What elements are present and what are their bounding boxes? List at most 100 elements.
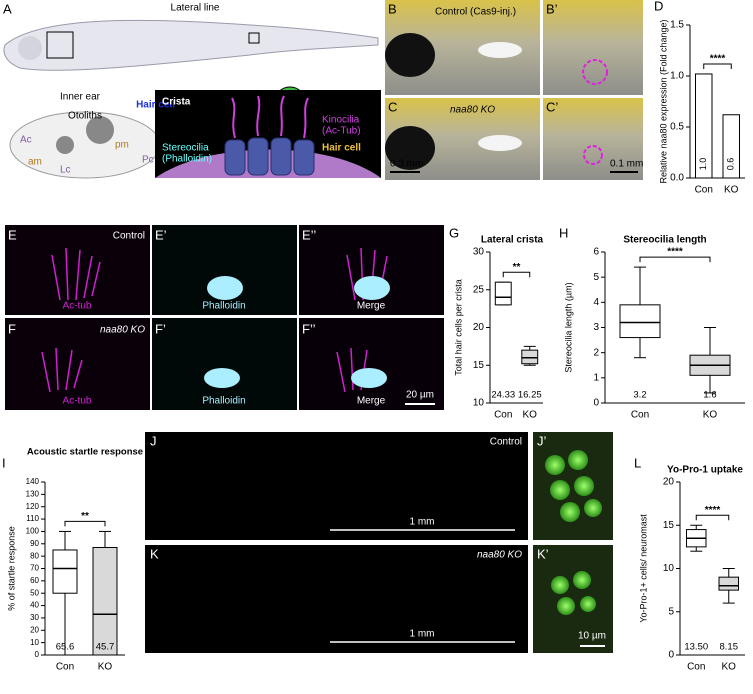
micrograph — [299, 318, 444, 410]
y-tick-label: 60 — [30, 576, 39, 585]
significance-bracket — [502, 271, 531, 278]
micrograph — [533, 432, 613, 540]
y-tick-label: 20 — [473, 322, 485, 333]
label: Phalloidin — [202, 396, 245, 407]
mean-label: 13.50 — [684, 642, 708, 653]
micrograph — [5, 225, 150, 315]
scale-label: 0.3 mm — [390, 159, 423, 170]
micrograph — [145, 545, 528, 653]
significance-bracket — [639, 256, 711, 263]
y-tick-label: 10 — [663, 563, 675, 574]
scale-label: 0.1 mm — [610, 159, 643, 170]
bar — [722, 114, 740, 179]
value-label: 0.6 — [726, 158, 736, 171]
box — [718, 576, 739, 591]
y-axis-label: Total hair cells per crista — [453, 279, 463, 376]
y-tick-label: 0.0 — [670, 173, 684, 184]
y-tick-label: 10 — [30, 638, 39, 647]
label: (Ac-Tub) — [322, 126, 361, 137]
significance-bracket — [64, 520, 106, 527]
significance: **** — [705, 505, 721, 516]
panel-letter: C — [388, 99, 397, 114]
y-tick-label: 30 — [30, 613, 39, 622]
box — [619, 304, 661, 339]
y-tick-label: 1 — [593, 372, 599, 383]
y-tick-label: 80 — [30, 551, 39, 560]
y-tick-label: 3 — [593, 322, 599, 333]
y-tick-label: 50 — [30, 588, 39, 597]
y-tick-label: 90 — [30, 539, 39, 548]
y-tick-label: 110 — [26, 514, 39, 523]
panel-letter: I — [2, 455, 6, 470]
panel-letter: F’’ — [302, 321, 316, 336]
y-tick-label: 0.5 — [670, 122, 684, 133]
kinocilia — [41, 247, 388, 393]
mean-label: 3.2 — [633, 390, 646, 401]
fish-outline — [3, 19, 379, 71]
photo — [543, 0, 643, 95]
hair-cells — [224, 137, 315, 176]
panel-letter: J — [150, 433, 157, 448]
y-tick-label: 15 — [663, 520, 675, 531]
y-tick-label: 130 — [26, 489, 40, 498]
label: Ac-tub — [63, 396, 92, 407]
kinocilia — [231, 95, 309, 139]
swim-bladder — [478, 42, 522, 58]
label: naa80 KO — [477, 550, 522, 561]
label: Neuromast — [312, 100, 361, 111]
panel-letter: F — [8, 321, 16, 336]
y-tick-label: 1.0 — [670, 71, 684, 82]
label: Hair cell — [136, 100, 175, 111]
micrograph — [152, 318, 297, 410]
panel-letter: E’ — [155, 227, 167, 242]
y-axis-label: Stereocilia length (µm) — [563, 282, 573, 372]
chart-title: Stereocilia length — [623, 235, 706, 246]
eye — [385, 126, 435, 170]
mean-label: 16.25 — [518, 390, 542, 401]
otolith — [86, 116, 114, 144]
mean-label: 1.6 — [703, 390, 716, 401]
label: Pc — [142, 155, 154, 166]
panel-a: A Lateral line Hair cell Neuromast Inner… — [3, 1, 381, 179]
panel-letter: F’ — [155, 321, 166, 336]
panel-letter: G — [449, 225, 459, 240]
label: naa80 KO — [100, 325, 145, 336]
label: Inner ear — [60, 92, 101, 103]
panels-bc: B Control (Cas9-inj.) B’ C naa80 KO C’ 0… — [385, 0, 643, 180]
label: Stereocilia — [162, 143, 209, 154]
y-tick-label: 0 — [668, 650, 674, 661]
x-tick-label: KO — [523, 410, 538, 421]
stereocilia — [204, 276, 390, 388]
label: Merge — [357, 301, 386, 312]
y-tick-label: 30 — [473, 247, 485, 258]
bar — [695, 73, 713, 179]
panel-letter: J’ — [537, 433, 547, 448]
eye — [385, 33, 435, 77]
significance-bracket — [695, 514, 730, 521]
mean-label: 8.15 — [720, 642, 739, 653]
inset-box — [248, 32, 260, 44]
panel-letter: H — [559, 225, 568, 240]
scale-label: 10 µm — [578, 631, 606, 642]
scale-label: 1 mm — [410, 517, 435, 528]
x-tick-label: KO — [703, 410, 718, 421]
y-tick-label: 140 — [26, 477, 40, 486]
y-tick-label: 15 — [473, 360, 485, 371]
micrograph — [152, 225, 297, 315]
y-tick-label: 25 — [473, 284, 485, 295]
y-tick-label: 20 — [30, 625, 39, 634]
panels-jk: J Control J’ 1 mm K naa80 KO K’ 1 mm 10 … — [145, 432, 613, 653]
x-tick-label: Con — [494, 410, 512, 421]
inset-box — [46, 31, 74, 59]
y-tick-label: 20 — [663, 477, 675, 488]
scale-label: 1 mm — [410, 629, 435, 640]
otolith-circle — [582, 59, 608, 85]
panel-letter: E’’ — [302, 227, 316, 242]
y-tick-label: 120 — [26, 502, 40, 511]
y-tick-label: 2 — [593, 347, 599, 358]
panel-letter: E — [8, 227, 17, 242]
panel-letter: B’ — [546, 1, 558, 16]
panel-letter: A — [3, 1, 12, 16]
chart-title: Acoustic startle response — [27, 447, 143, 458]
